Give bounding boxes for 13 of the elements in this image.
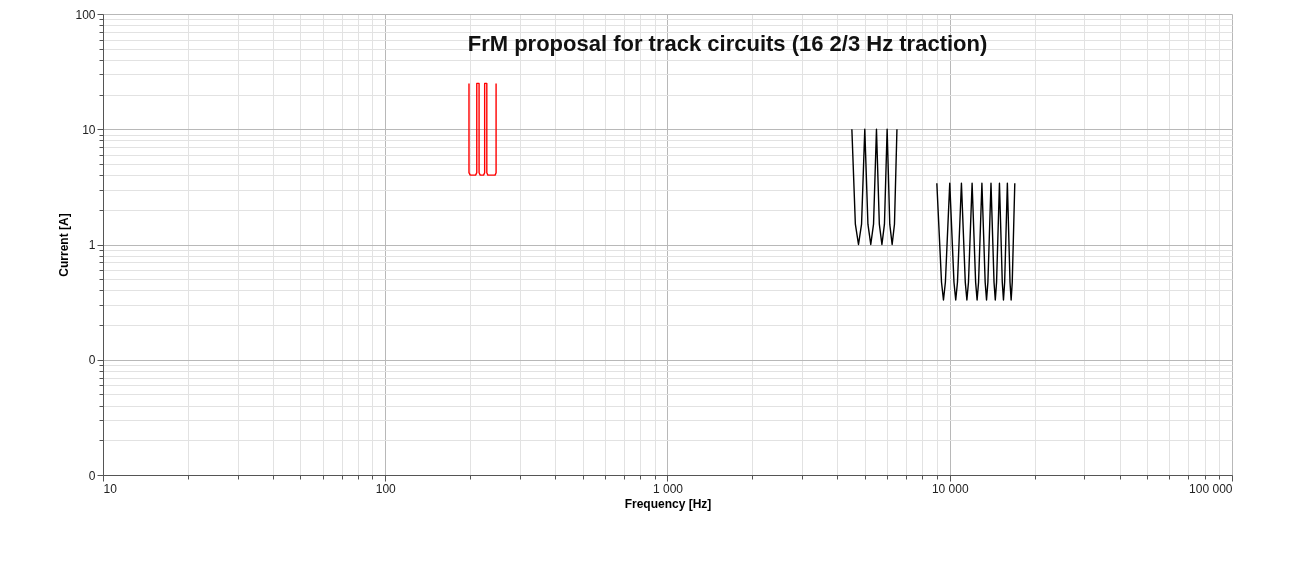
x-tick-label: 10 000 [931,481,969,496]
y-tick-label: 0 [88,353,96,368]
x-tick-label: 100 000 [1189,481,1233,496]
y-tick-label: 1 [88,238,96,252]
y-tick-label: 100 [75,7,96,22]
y-tick-label: 10 [82,122,96,137]
y-tick-label: 0 [88,468,96,483]
x-tick-label: 1 000 [652,481,684,496]
x-tick-label: 100 [375,481,397,496]
x-tick-label: 10 [103,481,118,496]
y-axis-title: Current [A] [57,213,72,277]
text: FrM proposal for track circuits (16 2/3 Hz traction) [467,31,988,56]
x-axis-title: Frequency [Hz] [624,496,712,511]
